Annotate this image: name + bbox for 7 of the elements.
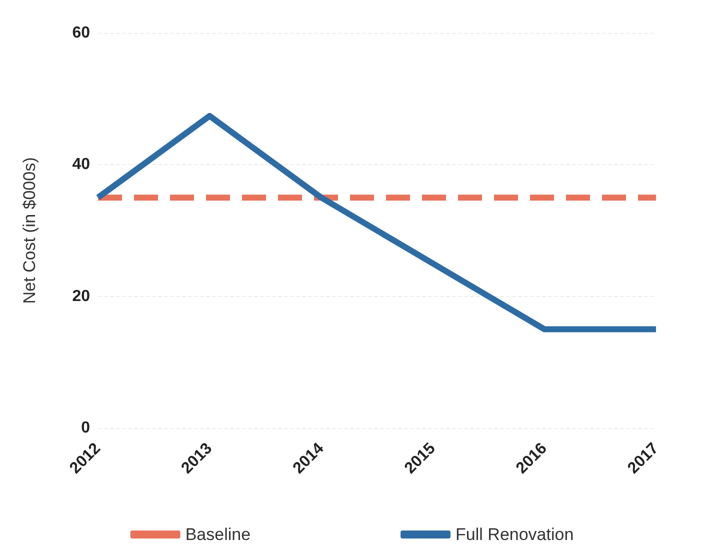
y-tick-label: 20 — [72, 288, 90, 305]
legend-label: Full Renovation — [456, 525, 574, 544]
y-axis-title: Net Cost (in $000s) — [20, 157, 39, 304]
legend-label: Baseline — [185, 525, 251, 544]
y-tick-label: 40 — [72, 156, 90, 174]
y-tick-label: 60 — [72, 24, 90, 42]
y-tick-label: 0 — [81, 420, 90, 436]
